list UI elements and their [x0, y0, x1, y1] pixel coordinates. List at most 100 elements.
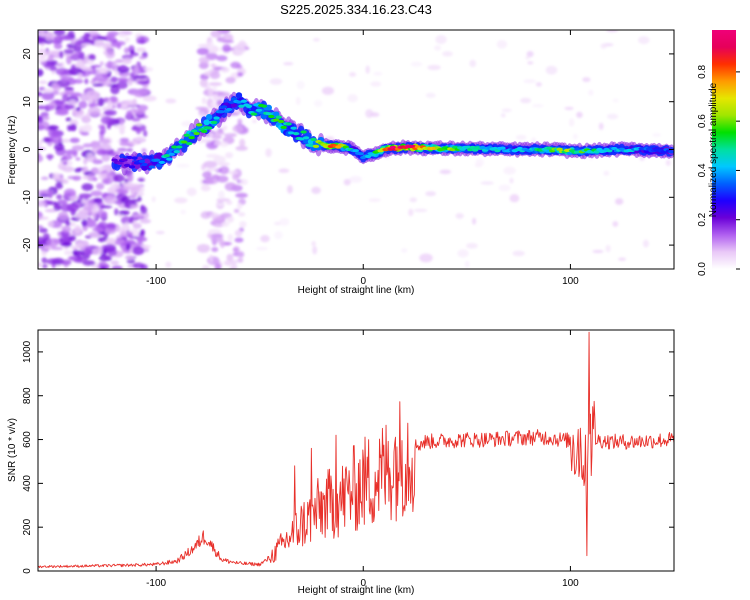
noise-blob: [64, 149, 78, 155]
noise-blob: [71, 250, 85, 256]
noise-blob: [349, 175, 363, 183]
ridge-cell: [668, 150, 674, 154]
noise-blob: [70, 64, 76, 72]
ridge-cell: [213, 116, 220, 120]
noise-blob: [606, 113, 619, 120]
noise-blob: [234, 237, 244, 243]
noise-blob: [204, 138, 213, 143]
noise-blob: [47, 125, 59, 130]
noise-blob: [202, 171, 212, 179]
noise-blob: [80, 43, 92, 47]
noise-blob: [116, 102, 122, 109]
noise-blob: [588, 89, 594, 96]
noise-blob: [100, 150, 115, 155]
noise-blob: [200, 185, 211, 192]
noise-blob: [515, 134, 527, 140]
noise-blob: [38, 193, 50, 198]
noise-blob: [665, 159, 671, 166]
noise-blob: [233, 208, 240, 214]
spectrogram-heat-layer: [38, 30, 674, 269]
ridge-cell: [133, 163, 141, 170]
noise-blob: [119, 126, 125, 135]
noise-blob: [225, 152, 234, 159]
noise-blob: [81, 218, 88, 227]
noise-blob: [409, 197, 417, 203]
noise-blob: [535, 82, 542, 87]
noise-blob: [225, 200, 233, 205]
noise-blob: [208, 82, 222, 86]
noise-blob: [592, 249, 604, 253]
spectrogram-x-tick-label: 0: [360, 276, 366, 287]
noise-blob: [38, 227, 48, 233]
noise-blob: [57, 178, 66, 182]
noise-blob: [252, 119, 257, 124]
noise-blob: [232, 173, 240, 181]
noise-blob: [612, 221, 619, 227]
ridge-cell: [191, 129, 198, 133]
colorbar-tick-label: 0.6: [697, 114, 708, 128]
noise-blob: [92, 177, 98, 182]
ridge-cell: [365, 154, 372, 159]
snr-plot-area: [38, 330, 674, 571]
noise-blob: [224, 182, 237, 192]
ridge-cell: [260, 113, 268, 120]
noise-blob: [138, 55, 146, 60]
noise-blob: [53, 43, 63, 50]
noise-blob: [84, 59, 95, 65]
noise-blob: [472, 217, 477, 225]
noise-blob: [120, 230, 128, 237]
noise-blob: [218, 190, 225, 200]
noise-blob: [58, 211, 69, 220]
noise-blob: [135, 122, 142, 127]
spectrogram-xlabel: Height of straight line (km): [298, 285, 415, 296]
noise-blob: [287, 185, 293, 194]
noise-blob: [207, 256, 220, 266]
noise-blob: [500, 113, 506, 118]
snr-y-tick-label: 600: [22, 431, 33, 448]
noise-blob: [124, 178, 129, 184]
noise-blob: [66, 203, 79, 213]
colorbar-tick-label: 0.2: [697, 212, 708, 226]
noise-blob: [219, 166, 230, 175]
ridge-cell: [205, 114, 213, 121]
noise-blob: [496, 39, 508, 49]
noise-blob: [226, 253, 234, 262]
noise-blob: [142, 84, 149, 89]
noise-blob: [132, 108, 146, 115]
noise-blob: [198, 62, 209, 70]
noise-blob: [127, 141, 141, 145]
ridge-cell: [111, 158, 118, 162]
noise-blob: [531, 137, 537, 143]
noise-blob: [113, 40, 126, 46]
ridge-cell: [273, 118, 280, 122]
noise-blob: [219, 141, 229, 148]
noise-blob: [114, 208, 119, 216]
noise-blob: [137, 177, 145, 182]
ridge-cell: [357, 152, 364, 156]
noise-blob: [373, 71, 383, 76]
noise-blob: [312, 245, 318, 255]
noise-blob: [279, 218, 290, 226]
noise-blob: [219, 239, 225, 249]
noise-blob: [70, 92, 82, 97]
noise-blob: [116, 43, 121, 50]
noise-blob: [600, 43, 607, 49]
noise-blob: [134, 64, 140, 73]
colorbar-tick-label: 0.4: [697, 163, 708, 177]
noise-blob: [38, 36, 44, 44]
noise-blob: [209, 212, 219, 219]
ridge-cell: [297, 137, 305, 141]
noise-blob: [119, 137, 130, 142]
noise-blob: [94, 39, 105, 48]
noise-blob: [532, 104, 544, 108]
ridge-cell: [128, 165, 136, 169]
noise-blob: [118, 79, 130, 83]
noise-blob: [204, 72, 211, 76]
noise-blob: [39, 30, 45, 37]
noise-blob: [55, 62, 63, 67]
noise-blob: [62, 154, 73, 161]
noise-blob: [295, 96, 301, 106]
noise-blob: [53, 35, 65, 42]
ridge-cell: [181, 140, 188, 144]
